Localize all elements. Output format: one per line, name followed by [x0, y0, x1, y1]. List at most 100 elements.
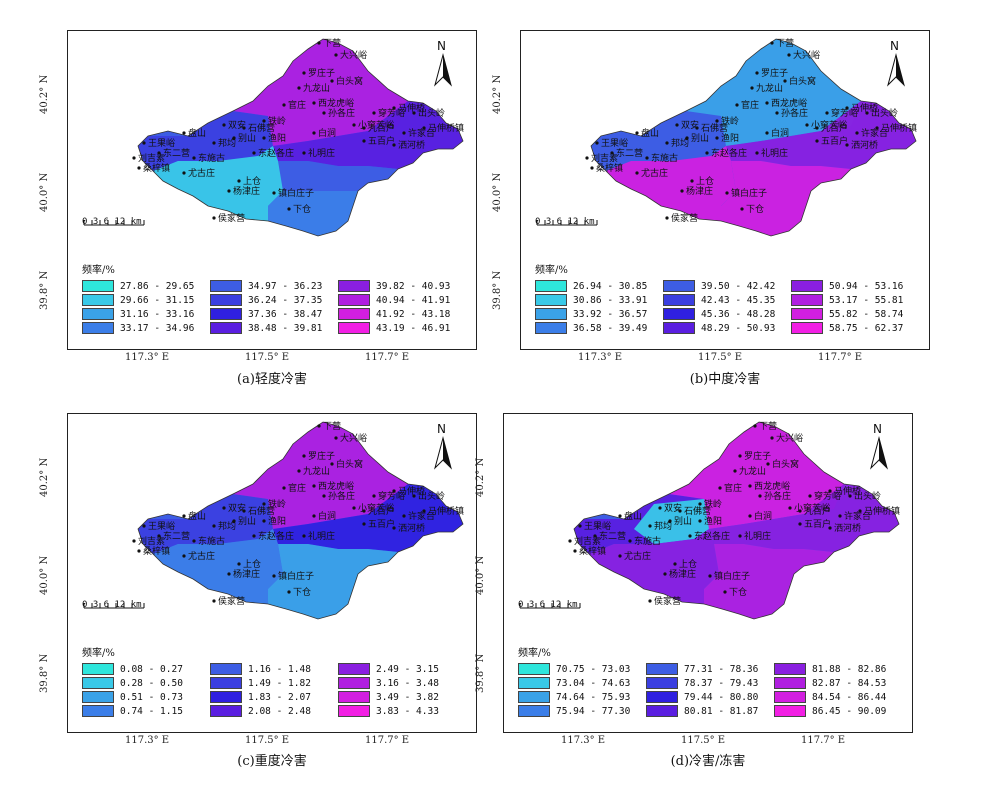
station-dot	[312, 514, 316, 518]
legend-item: 77.31 - 78.36	[646, 662, 774, 676]
legend-range: 43.19 - 46.91	[376, 322, 451, 334]
station-dot	[585, 156, 589, 160]
place-label: 盘山	[624, 510, 642, 522]
legend-range: 81.88 - 82.86	[812, 663, 887, 675]
station-dot	[748, 514, 752, 518]
frequency-zone	[268, 191, 358, 236]
station-dot	[750, 86, 754, 90]
legend-item: 31.16 - 33.16	[82, 307, 210, 321]
frequency-zone	[153, 146, 283, 221]
station-dot	[282, 486, 286, 490]
legend-range: 53.17 - 55.81	[829, 294, 904, 306]
station-dot	[282, 103, 286, 107]
place-label: 尤古庄	[624, 550, 651, 562]
station-dot	[212, 524, 216, 528]
station-dot	[272, 574, 276, 578]
station-dot	[708, 574, 712, 578]
frequency-zone	[606, 146, 736, 221]
station-dot	[262, 119, 266, 123]
place-label: 白涧	[318, 127, 336, 139]
caption-a: (a)轻度冷害	[237, 372, 307, 387]
x-axis-tick-label: 117.5° E	[245, 352, 290, 363]
legend-swatch	[774, 663, 806, 675]
station-dot	[578, 524, 582, 528]
legend-swatch	[210, 691, 242, 703]
station-dot	[618, 514, 622, 518]
frequency-zone	[138, 494, 273, 554]
place-label: 邦均	[671, 137, 689, 149]
frequency-zone	[268, 544, 398, 619]
legend-swatch	[82, 308, 114, 320]
place-label: 穿芳峪	[814, 490, 841, 502]
legend-title: 频率/%	[82, 265, 115, 276]
station-dot	[287, 207, 291, 211]
legend-item: 73.04 - 74.63	[518, 676, 646, 690]
legend-range: 38.48 - 39.81	[248, 322, 323, 334]
place-label: 白涧	[318, 510, 336, 522]
place-label: 渔阳	[704, 516, 722, 527]
place-label: 邦均	[654, 520, 672, 532]
legend-item: 36.24 - 37.35	[210, 293, 338, 307]
station-dot	[766, 462, 770, 466]
place-label: 东施古	[198, 152, 225, 164]
station-dot	[362, 522, 366, 526]
place-label: 镇白庄子	[278, 187, 314, 199]
station-dot	[262, 502, 266, 506]
place-label: 礼明庄	[308, 530, 335, 542]
legend-range: 30.86 - 33.91	[573, 294, 648, 306]
place-label: 九龙山	[303, 465, 330, 477]
legend-item: 74.64 - 75.93	[518, 690, 646, 704]
legend-item: 0.28 - 0.50	[82, 676, 210, 690]
place-label: 大兴峪	[340, 432, 367, 444]
place-label: 下营	[759, 420, 777, 432]
north-arrow-icon: N	[428, 39, 458, 91]
map-zones	[138, 422, 463, 619]
legend-swatch	[210, 280, 242, 292]
legend-swatch	[646, 663, 678, 675]
legend-range: 75.94 - 77.30	[556, 705, 631, 717]
station-dot	[137, 549, 141, 553]
frequency-zone	[709, 484, 899, 552]
place-label: 五百户	[821, 135, 848, 147]
legend-title: 频率/%	[518, 648, 551, 659]
place-label: 九百户	[368, 505, 395, 517]
place-label: 罗庄子	[744, 450, 771, 462]
legend-swatch	[338, 280, 370, 292]
station-dot	[733, 469, 737, 473]
place-label: 桑梓镇	[579, 545, 606, 557]
station-dot	[770, 41, 774, 45]
place-label: 镇白庄子	[714, 570, 750, 582]
legend-item: 42.43 - 45.35	[663, 293, 791, 307]
place-label: 礼明庄	[744, 530, 771, 542]
map-zones	[574, 422, 899, 619]
place-label: 大兴峪	[793, 49, 820, 61]
place-label: 罗庄子	[308, 450, 335, 462]
place-label: 下仓	[746, 203, 764, 215]
place-label: 穿芳峪	[378, 490, 405, 502]
north-label: N	[437, 39, 446, 53]
station-dot	[330, 462, 334, 466]
place-label: 下仓	[293, 203, 311, 215]
legend-item: 33.92 - 36.57	[535, 307, 663, 321]
north-label: N	[437, 422, 446, 436]
station-dot	[725, 191, 729, 195]
scale-bar: 0 3 6 12 km	[82, 600, 232, 630]
legend-swatch	[774, 691, 806, 703]
place-label: 上仓	[679, 558, 697, 570]
station-dot	[635, 171, 639, 175]
station-dot	[132, 539, 136, 543]
station-dot	[362, 126, 366, 130]
legend-range: 2.49 - 3.15	[376, 663, 439, 675]
station-dot	[392, 106, 396, 110]
station-dot	[302, 71, 306, 75]
legend-item: 82.87 - 84.53	[774, 676, 902, 690]
north-label: N	[873, 422, 882, 436]
place-label: 小穿芳峪	[811, 119, 847, 131]
place-label: 桑梓镇	[143, 162, 170, 174]
place-label: 侯家营	[218, 595, 245, 607]
station-dot	[302, 534, 306, 538]
legend-swatch	[535, 294, 567, 306]
legend-item: 84.54 - 86.44	[774, 690, 902, 704]
station-dot	[157, 534, 161, 538]
station-dot	[212, 216, 216, 220]
